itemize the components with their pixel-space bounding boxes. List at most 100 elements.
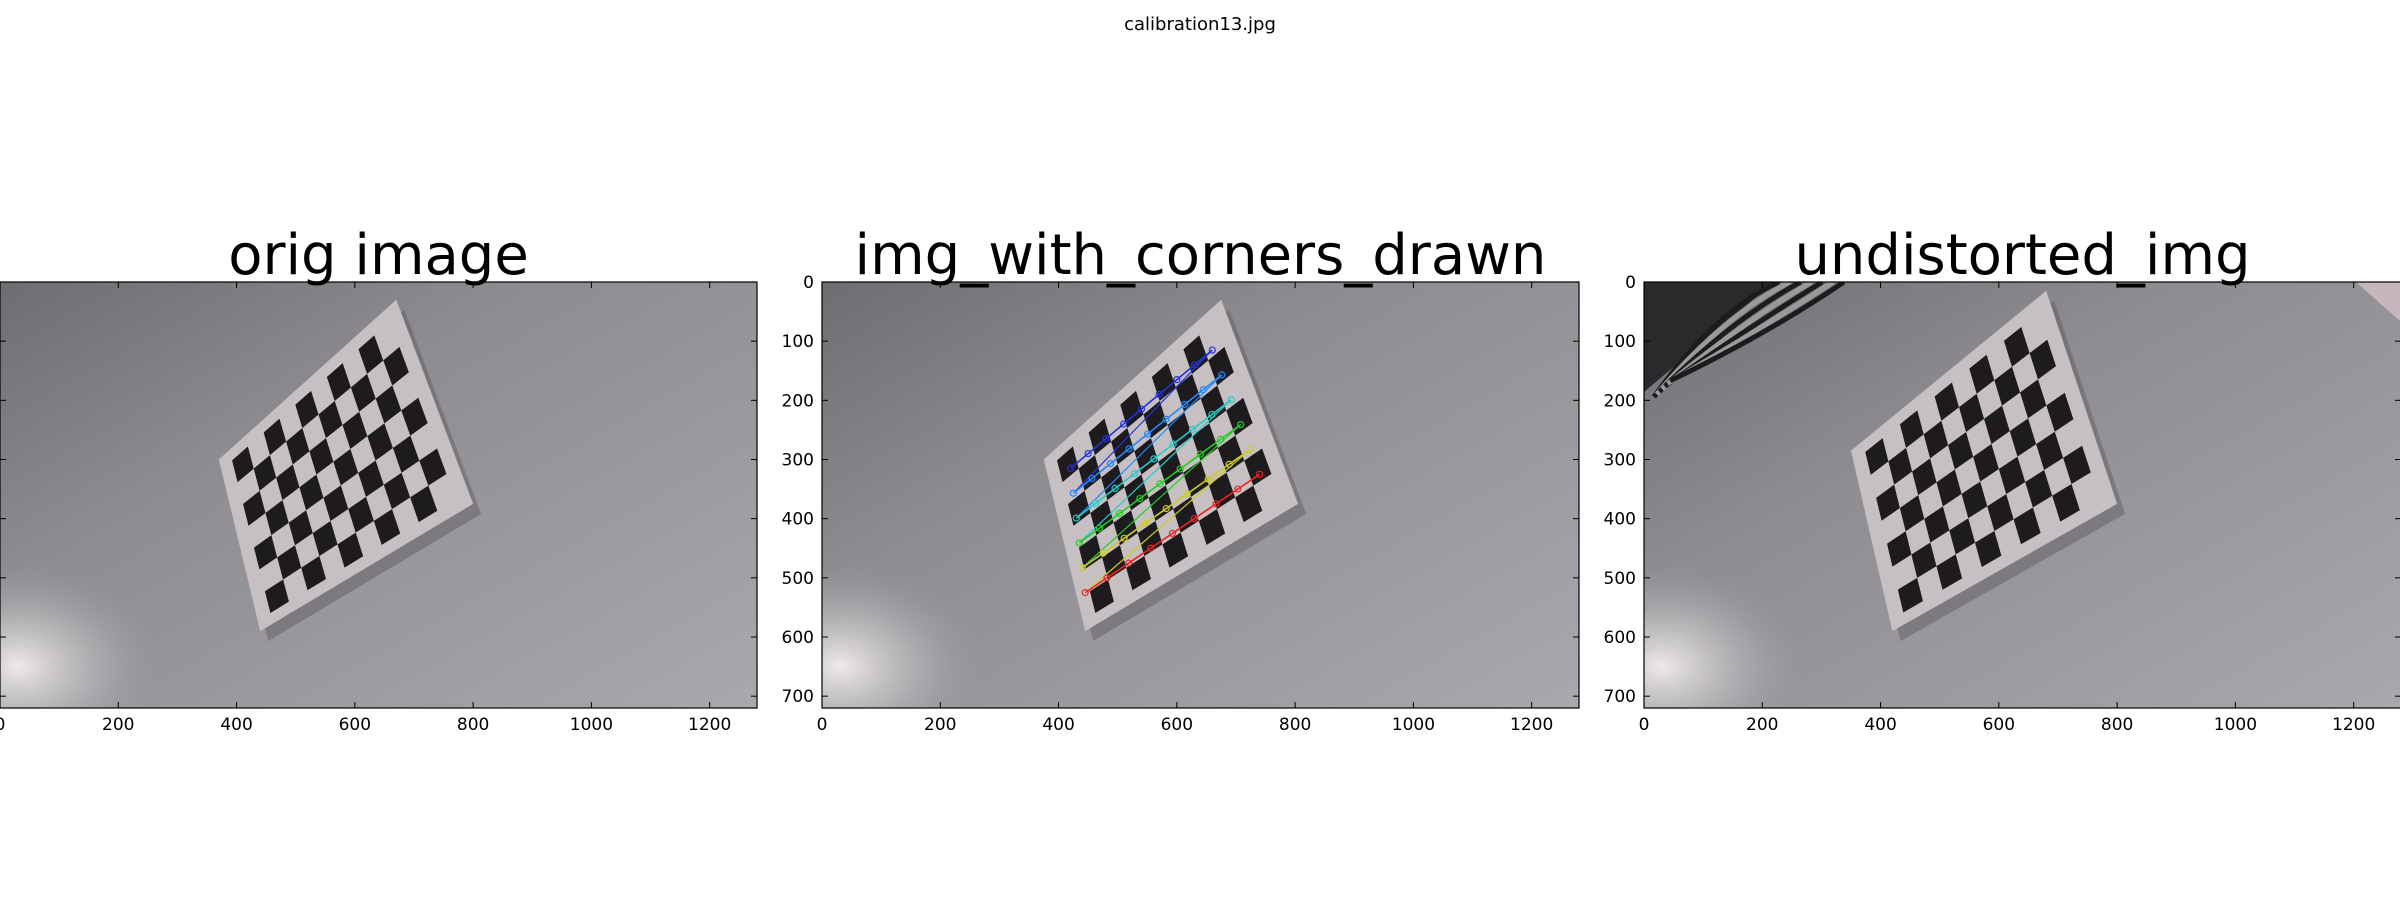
checker-square (1899, 495, 1925, 532)
checker-square (2036, 431, 2064, 470)
image-content (0, 282, 757, 708)
checker-square (309, 438, 334, 475)
corner-marker (1208, 346, 1216, 354)
checker-squares (1865, 327, 2091, 613)
corner-marker (1092, 499, 1100, 507)
checker-square (263, 418, 287, 456)
checker-square (1102, 545, 1127, 580)
checker-square (1208, 472, 1236, 510)
subplot-1: orig image 0 200 400 600 800 1000 1200 (0, 223, 758, 735)
checker-square (1183, 335, 1209, 374)
checker-square (1137, 521, 1163, 557)
corner-marker (1088, 474, 1096, 483)
checker-square (1089, 579, 1114, 614)
checker-square (1148, 485, 1174, 522)
checker-square (419, 448, 447, 486)
x-tick-label: 0 (1639, 715, 1650, 735)
checker-square (1936, 554, 1963, 590)
corner-marker (1120, 420, 1128, 428)
corner-marker (1111, 484, 1119, 493)
checker-square (232, 446, 254, 483)
y-tick-label: 0 (1625, 273, 1636, 293)
checker-square (253, 535, 278, 570)
subplot-title: img_with_corners_drawn (855, 223, 1547, 288)
warped-stripe (1669, 282, 1846, 384)
corner-marker (1069, 489, 1077, 497)
corner-marker (1075, 539, 1083, 547)
corner-marker (1081, 589, 1089, 597)
checker-square (358, 460, 384, 497)
corner-marker (1204, 475, 1212, 483)
checker-square (286, 428, 310, 465)
y-tick-label: 400 (782, 510, 814, 530)
x-tick-label: 1000 (2214, 715, 2257, 735)
corner-marker (1095, 524, 1104, 532)
x-tick-label: 200 (924, 715, 956, 735)
checker-square (1088, 418, 1112, 456)
corner-marker (1173, 376, 1181, 384)
y-tick-label: 300 (782, 451, 814, 471)
checker-square (1961, 481, 1988, 519)
checker-square (1134, 438, 1159, 475)
checker-square (1984, 405, 2010, 444)
x-tick-label: 400 (1864, 715, 1896, 735)
checker-square (1888, 447, 1913, 485)
corner-marker (1066, 464, 1074, 472)
corner-marker (1162, 415, 1170, 423)
checker-square (1969, 354, 1995, 394)
corner-connector (1075, 374, 1223, 519)
y-tick-label: 0 (803, 273, 814, 293)
checker-square (2029, 339, 2056, 380)
checker-square (301, 556, 327, 591)
corner-marker (1103, 574, 1111, 582)
checker-square (1899, 410, 1924, 448)
checker-square (1126, 556, 1151, 591)
y-tick-label: 400 (1604, 510, 1636, 530)
checker-square (276, 464, 300, 501)
corner-marker (1078, 564, 1086, 572)
y-tick-label: 700 (782, 687, 814, 707)
x-tick-label: 600 (1161, 715, 1193, 735)
x-tick-label: 0 (817, 715, 828, 735)
checker-square (1998, 456, 2026, 495)
checker-square (337, 532, 364, 568)
checker-square (1120, 390, 1144, 429)
x-tick-label: 800 (2101, 715, 2133, 735)
x-tick-label: 800 (457, 715, 489, 735)
checker-square (2013, 507, 2041, 545)
checker-square (253, 455, 277, 491)
checker-square (401, 397, 428, 436)
light-glare (0, 562, 160, 708)
checker-square (383, 346, 409, 386)
corner-marker (1099, 549, 1107, 557)
y-tick-label: 600 (1604, 628, 1636, 648)
checker-square (1167, 411, 1193, 449)
checker-square (1158, 448, 1184, 486)
checker-square (243, 490, 266, 526)
x-tick-label: 1200 (688, 715, 731, 735)
image-content (822, 282, 1579, 708)
x-tick-label: 1200 (2332, 715, 2375, 735)
corner-row-line (1084, 473, 1261, 594)
checker-square (1876, 484, 1900, 521)
checker-square (358, 335, 384, 374)
x-tick-label: 200 (1746, 715, 1778, 735)
corner-marker (1150, 455, 1158, 463)
x-tick-label: 1000 (1392, 715, 1435, 735)
checker-square (1934, 382, 1960, 421)
checker-square (264, 579, 289, 614)
checker-square (312, 521, 338, 557)
corner-marker (1234, 485, 1242, 493)
corner-marker (1143, 430, 1152, 438)
x-tick-label: 400 (1042, 715, 1074, 735)
checker-square (2063, 445, 2091, 485)
corner-marker (1190, 515, 1198, 523)
checker-square (373, 509, 401, 545)
axes-frame (821, 281, 1580, 709)
warped-corner-right (2356, 282, 2400, 322)
x-tick-label: 0 (0, 715, 5, 735)
axes-frame (1643, 281, 2400, 709)
y-tick-label: 300 (1604, 451, 1636, 471)
corner-marker (1136, 494, 1144, 503)
corner-marker (1237, 420, 1245, 429)
